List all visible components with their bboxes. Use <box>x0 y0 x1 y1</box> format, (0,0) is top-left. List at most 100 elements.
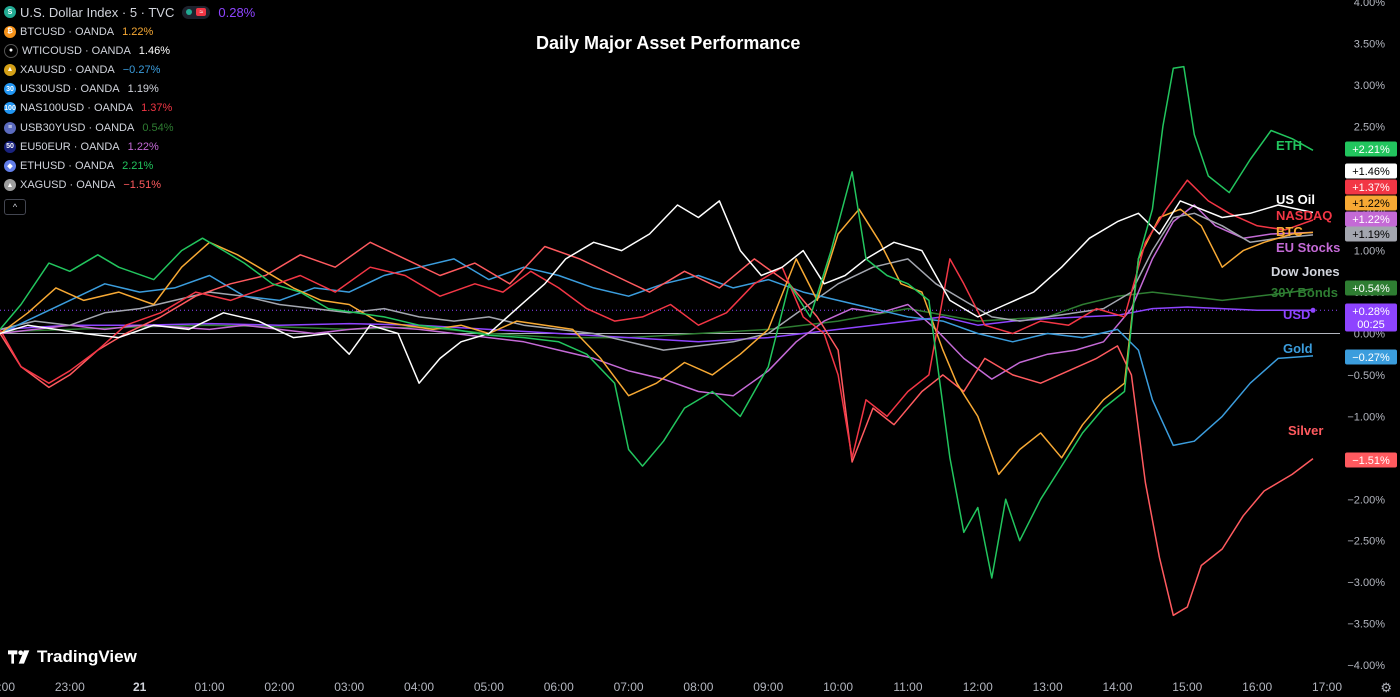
tradingview-brand[interactable]: TradingView <box>8 647 137 667</box>
price-badge-bg <box>1345 163 1397 179</box>
asset-icon: 50 <box>4 140 16 153</box>
dollar-index-icon: S <box>4 6 16 18</box>
price-badge-bg <box>1345 303 1397 332</box>
asset-icon: ▲ <box>4 179 16 192</box>
legend-value: −1.51% <box>123 179 161 192</box>
legend-item[interactable]: 50 EU50EUR · OANDA 1.22% <box>4 137 255 156</box>
asset-icon: ◆ <box>4 159 16 172</box>
series-name-label: 30Y Bonds <box>1271 285 1338 300</box>
legend-item[interactable]: ▲ XAGUSD · OANDA −1.51% <box>4 176 255 195</box>
price-badge-text: −0.27% <box>1352 352 1390 364</box>
x-tick-label: 17:00 <box>1312 680 1342 694</box>
y-tick-label: −0.50% <box>1347 370 1385 382</box>
asset-icon: ≡ <box>4 121 16 134</box>
price-badge-text: +1.22% <box>1352 214 1390 226</box>
y-tick-label: 4.00% <box>1354 0 1385 9</box>
x-tick-label: 03:00 <box>334 680 364 694</box>
series-name-label: Gold <box>1283 341 1313 356</box>
asset-icon: 30 <box>4 83 16 96</box>
legend-main-symbol: U.S. Dollar Index · 5 · TVC <box>20 4 175 20</box>
legend-value: 2.21% <box>122 159 154 172</box>
price-badge-text: +2.21% <box>1352 144 1390 156</box>
price-badge-text: +1.37% <box>1352 182 1390 194</box>
asset-icon: ● <box>4 43 18 58</box>
series-name-label: US Oil <box>1276 192 1315 207</box>
series-name-label: Silver <box>1288 423 1323 438</box>
countdown-text: 00:25 <box>1357 319 1385 331</box>
series-name-label: USD <box>1283 307 1310 322</box>
series-line-30y-bonds[interactable] <box>0 287 1314 339</box>
x-tick-label: 16:00 <box>1242 680 1272 694</box>
legend-symbol: WTICOUSD · OANDA <box>22 44 131 57</box>
series-name-label: EU Stocks <box>1276 240 1340 255</box>
x-tick-label: 22:00 <box>0 680 15 694</box>
legend-item[interactable]: 100 NAS100USD · OANDA 1.37% <box>4 99 255 118</box>
x-tick-label: 14:00 <box>1102 680 1132 694</box>
price-badge-bg <box>1345 179 1397 195</box>
price-badge-eth: +2.21% <box>1345 141 1397 157</box>
series-line-btc[interactable] <box>0 208 1314 476</box>
price-badge-30y-bonds: +0.54% <box>1345 280 1397 296</box>
price-badge-text: +1.19% <box>1352 229 1390 241</box>
legend-symbol: EU50EUR · OANDA <box>20 140 120 153</box>
delayed-data-icon: ≈ <box>196 8 207 16</box>
collapse-legend-button[interactable]: ^ <box>4 198 26 215</box>
price-badge-bg <box>1345 195 1397 211</box>
legend-item[interactable]: ≡ USB30YUSD · OANDA 0.54% <box>4 118 255 137</box>
legend: S U.S. Dollar Index · 5 · TVC ≈ 0.28% ₿ B… <box>4 2 255 215</box>
legend-item[interactable]: ● WTICOUSD · OANDA 1.46% <box>4 41 255 60</box>
price-badge-usd: +0.28%00:25 <box>1345 303 1397 332</box>
legend-value: 1.37% <box>141 102 173 115</box>
price-badge-bg <box>1345 226 1397 242</box>
x-tick-label: 11:00 <box>893 680 922 694</box>
y-tick-label: −2.50% <box>1347 536 1385 548</box>
price-badge-text: +0.54% <box>1352 283 1390 295</box>
x-tick-label: 06:00 <box>544 680 574 694</box>
series-line-us-oil[interactable] <box>0 200 1314 384</box>
series-line-gold[interactable] <box>0 258 1314 447</box>
series-line-usd[interactable] <box>0 306 1313 343</box>
x-tick-label: 10:00 <box>823 680 853 694</box>
x-tick-label: 09:00 <box>753 680 783 694</box>
price-badge-text: +1.22% <box>1352 198 1390 210</box>
legend-symbol: US30USD · OANDA <box>20 83 120 96</box>
x-tick-label: 07:00 <box>614 680 644 694</box>
y-tick-label: −3.00% <box>1347 577 1385 589</box>
asset-icon: ▲ <box>4 63 16 76</box>
price-badge-bg <box>1345 280 1397 296</box>
price-badge-bg <box>1345 349 1397 365</box>
x-tick-label: 12:00 <box>963 680 993 694</box>
series-line-nasdaq[interactable] <box>0 179 1314 459</box>
legend-item[interactable]: ◆ ETHUSD · OANDA 2.21% <box>4 156 255 175</box>
usd-last-point <box>1310 307 1316 313</box>
legend-value: 1.46% <box>138 44 170 57</box>
price-badge-us-oil: +1.46% <box>1345 163 1397 179</box>
series-name-label: NASDAQ <box>1276 208 1332 223</box>
asset-icon: 100 <box>4 102 16 115</box>
legend-value: 1.19% <box>127 83 159 96</box>
series-line-silver[interactable] <box>0 241 1314 617</box>
series-line-eu-stocks[interactable] <box>0 204 1314 397</box>
y-tick-label: 1.00% <box>1354 246 1385 258</box>
price-badge-text: −1.51% <box>1352 455 1390 467</box>
x-tick-label: 15:00 <box>1172 680 1202 694</box>
market-open-icon <box>186 9 193 15</box>
market-status-pill[interactable]: ≈ <box>182 5 211 19</box>
series-line-eth[interactable] <box>0 65 1314 579</box>
legend-item[interactable]: 30 US30USD · OANDA 1.19% <box>4 80 255 99</box>
series-name-label: Dow Jones <box>1271 264 1340 279</box>
x-tick-label: 08:00 <box>683 680 713 694</box>
price-badge-text: +1.46% <box>1352 166 1390 178</box>
settings-gear-icon[interactable]: ⚙ <box>1380 680 1392 695</box>
legend-item[interactable]: ▲ XAUUSD · OANDA −0.27% <box>4 60 255 79</box>
x-tick-label: 01:00 <box>195 680 225 694</box>
x-tick-label: 23:00 <box>55 680 85 694</box>
price-badge-bg <box>1345 141 1397 157</box>
x-tick-label: 02:00 <box>264 680 294 694</box>
legend-item[interactable]: ₿ BTCUSD · OANDA 1.22% <box>4 22 255 41</box>
legend-symbol: XAUUSD · OANDA <box>20 63 115 76</box>
legend-main[interactable]: S U.S. Dollar Index · 5 · TVC ≈ 0.28% <box>4 2 255 22</box>
y-tick-label: 2.50% <box>1354 121 1385 133</box>
price-badge-text: +0.28% <box>1352 306 1390 318</box>
